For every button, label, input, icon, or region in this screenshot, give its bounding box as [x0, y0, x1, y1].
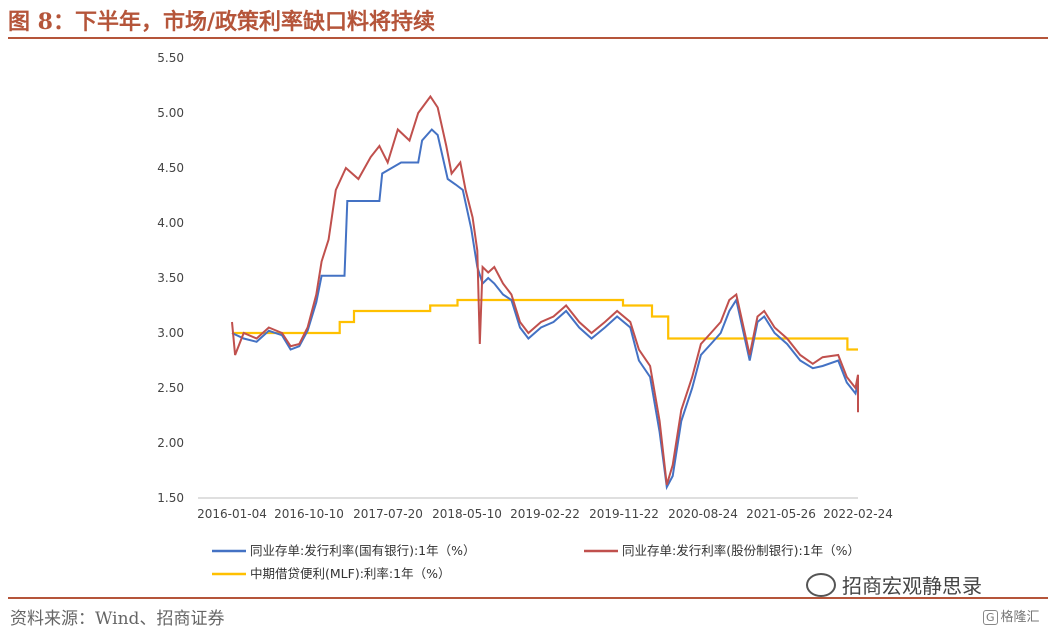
legend-label: 中期借贷便利(MLF):利率:1年（%）	[250, 566, 450, 581]
footer-rule	[8, 597, 1048, 599]
legend: 同业存单:发行利率(国有银行):1年（%） 同业存单:发行利率(股份制银行):1…	[212, 543, 860, 581]
y-tick-label: 4.50	[157, 161, 184, 175]
y-tick-label: 2.00	[157, 436, 184, 450]
y-tick-label: 2.50	[157, 381, 184, 395]
series-line-joint-stock-bank	[231, 94, 859, 486]
line-chart: 5.50 5.00 4.50 4.00 3.50 3.00 2.50 2.00 …	[157, 51, 893, 581]
x-tick-label: 2022-02-24	[823, 507, 893, 521]
watermark-badge-text: 格隆汇	[1000, 610, 1040, 625]
watermark-badge: G 格隆汇	[983, 606, 1040, 625]
watermark-account-name: 招商宏观静思录	[842, 574, 982, 598]
legend-label: 同业存单:发行利率(股份制银行):1年（%）	[622, 543, 860, 558]
legend-item-mlf: 中期借贷便利(MLF):利率:1年（%）	[212, 566, 450, 581]
series-line-state-bank	[231, 128, 859, 491]
y-tick-label: 1.50	[157, 491, 184, 505]
x-tick-label: 2018-05-10	[432, 507, 502, 521]
x-tick-label: 2019-11-22	[589, 507, 659, 521]
gelonghui-logo-icon: G	[983, 610, 998, 625]
y-tick-label: 5.50	[157, 51, 184, 65]
x-axis: 2016-01-04 2016-10-10 2017-07-20 2018-05…	[197, 507, 893, 521]
wechat-icon	[806, 573, 836, 597]
y-tick-label: 3.50	[157, 271, 184, 285]
y-tick-label: 5.00	[157, 106, 184, 120]
x-tick-label: 2021-05-26	[746, 507, 816, 521]
legend-label: 同业存单:发行利率(国有银行):1年（%）	[250, 543, 476, 558]
source-note: 资料来源：Wind、招商证券	[10, 609, 225, 629]
page-title: 图 8：下半年，市场/政策利率缺口料将持续	[8, 9, 436, 35]
x-tick-label: 2019-02-22	[510, 507, 580, 521]
y-tick-label: 3.00	[157, 326, 184, 340]
x-tick-label: 2020-08-24	[668, 507, 738, 521]
legend-item-state-bank: 同业存单:发行利率(国有银行):1年（%）	[212, 543, 476, 558]
legend-item-joint-stock-bank: 同业存单:发行利率(股份制银行):1年（%）	[584, 543, 860, 558]
y-tick-label: 4.00	[157, 216, 184, 230]
x-tick-label: 2017-07-20	[353, 507, 423, 521]
series-line-mlf	[232, 298, 858, 351]
watermark-account: 招商宏观静思录	[806, 570, 982, 599]
y-axis: 5.50 5.00 4.50 4.00 3.50 3.00 2.50 2.00 …	[157, 51, 184, 505]
plot-area	[231, 94, 859, 491]
title-rule	[8, 37, 1048, 39]
x-tick-label: 2016-01-04	[197, 507, 267, 521]
x-tick-label: 2016-10-10	[274, 507, 344, 521]
